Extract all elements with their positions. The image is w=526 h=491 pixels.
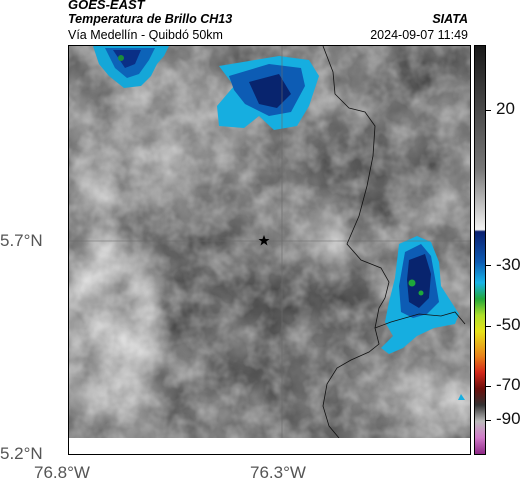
- boundary-line-east: [374, 311, 466, 329]
- colorbar-label-minus50: -50: [496, 315, 521, 334]
- convective-cloud-east: [381, 236, 465, 400]
- product-title: Temperatura de Brillo CH13: [68, 12, 233, 26]
- region-subtitle: Vía Medellín - Quibdó 50km: [68, 28, 223, 42]
- lat-label-5-2: 5.2°N: [0, 444, 43, 463]
- colorbar-tick: [486, 326, 491, 327]
- timestamp-label: 2024-09-07 11:49: [370, 28, 468, 42]
- colorbar-label-minus90: -90: [496, 409, 521, 428]
- star-marker: [258, 235, 270, 246]
- map-title: GOES-EAST: [68, 0, 145, 12]
- lon-label-76-3: 76.3°W: [250, 463, 306, 482]
- lon-label-76-8: 76.8°W: [34, 463, 90, 482]
- colorbar-label-20: 20: [496, 99, 515, 118]
- map-canvas: [69, 46, 470, 454]
- colorbar-tick: [486, 265, 491, 266]
- colorbar-label-minus70: -70: [496, 375, 521, 394]
- colorbar-tick: [486, 110, 491, 111]
- lat-label-5-7: 5.7°N: [0, 231, 43, 250]
- boundary-line: [322, 46, 390, 439]
- convective-cloud-north: [93, 46, 319, 130]
- colorbar-tick: [486, 420, 491, 421]
- colorbar-label-minus30: -30: [496, 255, 521, 274]
- colorbar-tick: [486, 386, 491, 387]
- no-data-strip: [69, 438, 470, 454]
- satellite-map[interactable]: [68, 45, 471, 455]
- colorbar: [474, 45, 486, 455]
- organization-label: SIATA: [432, 12, 468, 26]
